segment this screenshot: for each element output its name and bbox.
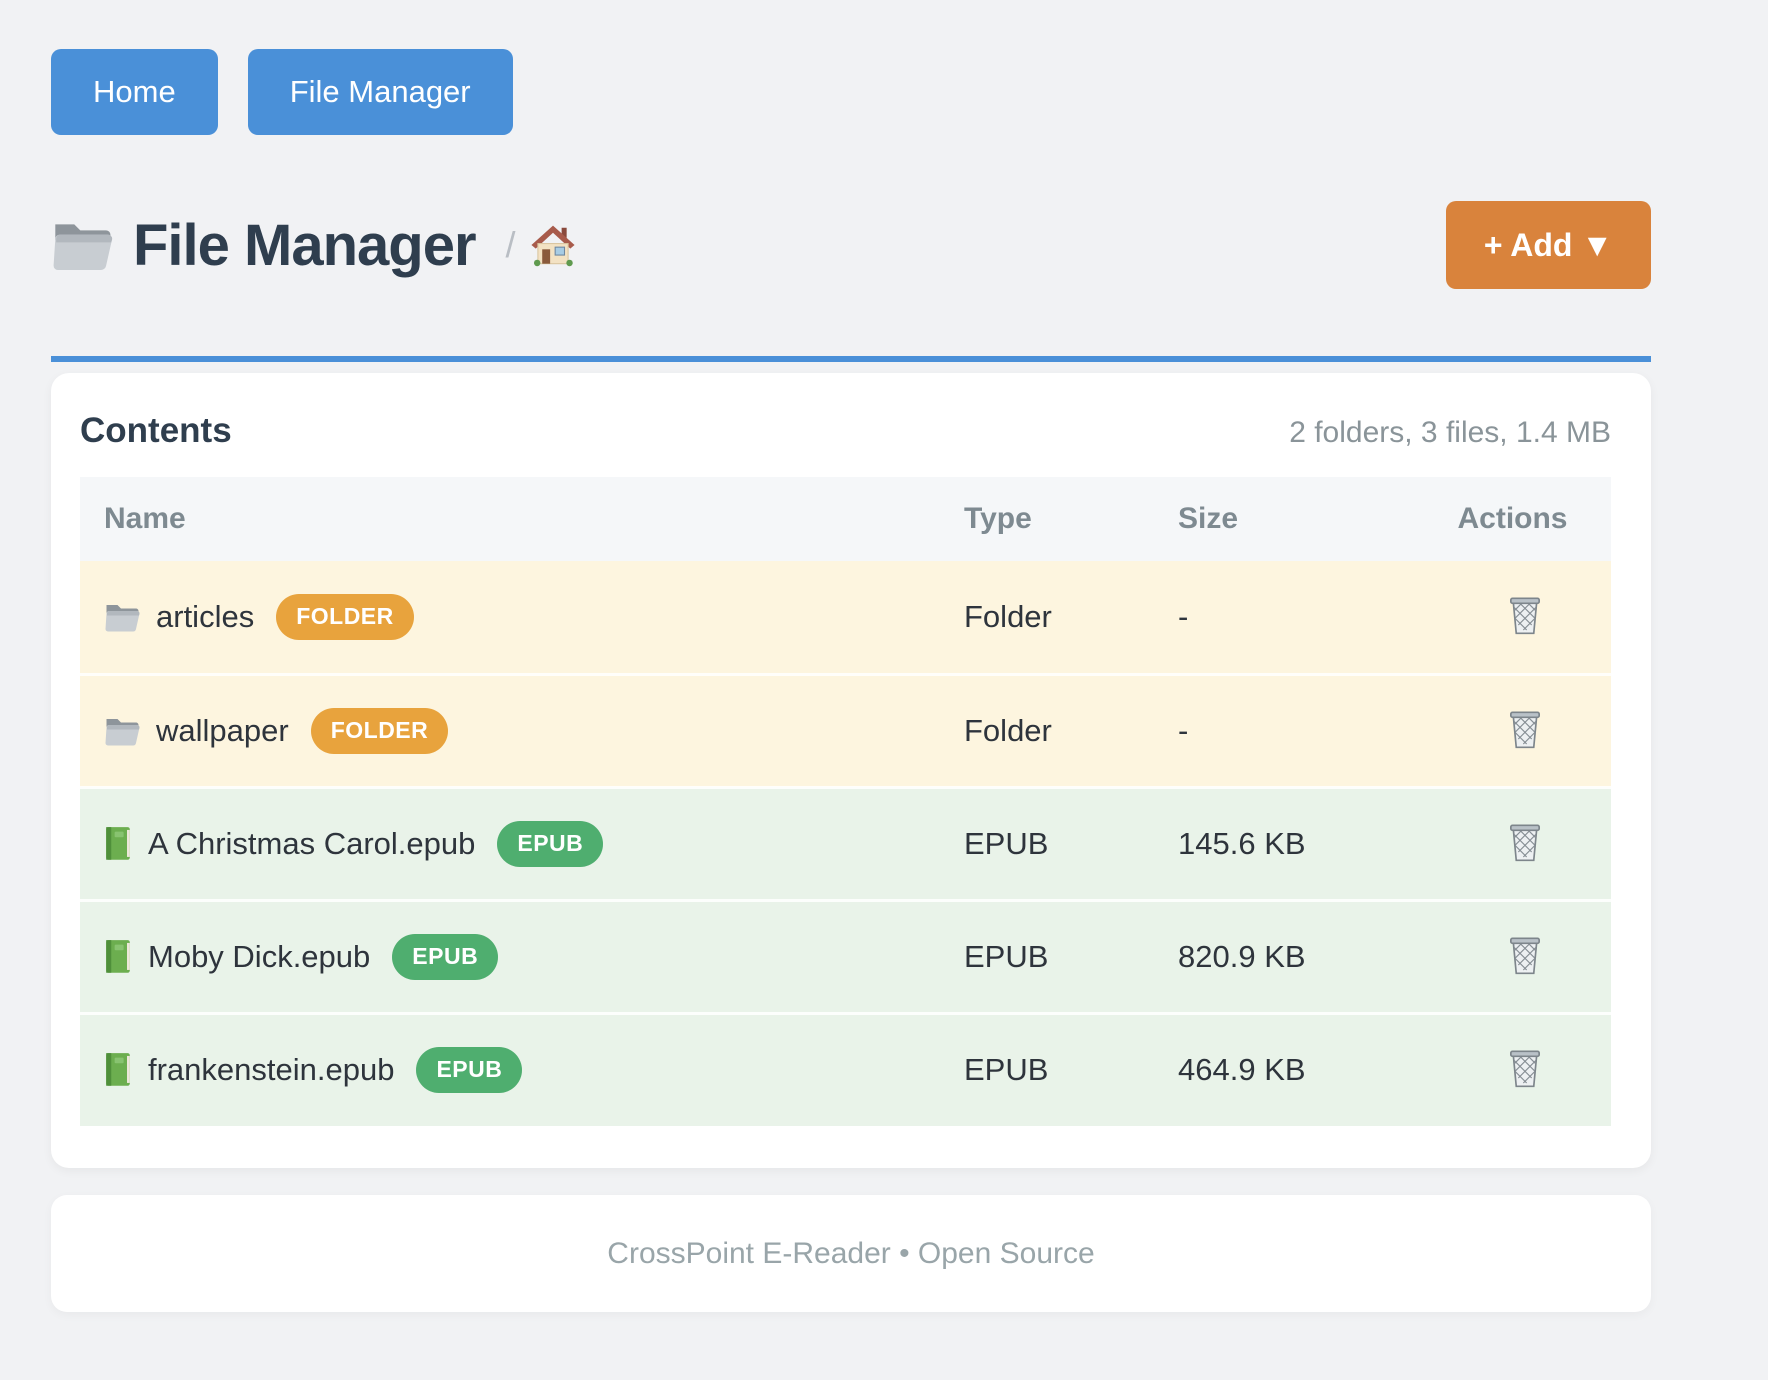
column-header-type: Type bbox=[940, 477, 1154, 561]
file-size-cell: 145.6 KB bbox=[1154, 785, 1414, 900]
file-type-cell: EPUB bbox=[940, 898, 1154, 1013]
trash-icon bbox=[1508, 1048, 1542, 1088]
column-header-name: Name bbox=[80, 477, 940, 561]
table-row: A Christmas Carol.epub EPUB EPUB 145.6 K… bbox=[80, 785, 1611, 900]
footer: CrossPoint E-Reader • Open Source bbox=[51, 1195, 1651, 1312]
trash-icon bbox=[1508, 709, 1542, 749]
footer-text: CrossPoint E-Reader • Open Source bbox=[607, 1236, 1095, 1270]
file-name-link[interactable]: articles bbox=[156, 598, 255, 634]
folder-icon bbox=[104, 714, 140, 748]
delete-button[interactable] bbox=[1504, 931, 1546, 979]
column-header-actions: Actions bbox=[1414, 477, 1611, 561]
file-type-badge: EPUB bbox=[416, 1047, 523, 1094]
file-size-cell: - bbox=[1154, 672, 1414, 787]
page-header: File Manager / + Add ▼ bbox=[51, 201, 1651, 289]
trash-icon bbox=[1508, 935, 1542, 975]
house-icon[interactable] bbox=[530, 223, 576, 267]
table-row: frankenstein.epub EPUB EPUB 464.9 KB bbox=[80, 1011, 1611, 1126]
table-row: Moby Dick.epub EPUB EPUB 820.9 KB bbox=[80, 898, 1611, 1013]
add-button[interactable]: + Add ▼ bbox=[1445, 201, 1651, 289]
page: Home File Manager File Manager / bbox=[51, 0, 1651, 1312]
file-type-cell: Folder bbox=[940, 672, 1154, 787]
contents-heading: Contents bbox=[80, 411, 232, 450]
table-row: articles FOLDER Folder - bbox=[80, 561, 1611, 674]
file-name-link[interactable]: Moby Dick.epub bbox=[148, 938, 371, 974]
file-size-cell: 820.9 KB bbox=[1154, 898, 1414, 1013]
top-nav: Home File Manager bbox=[51, 0, 1651, 135]
nav-file-manager-button[interactable]: File Manager bbox=[247, 49, 513, 135]
delete-button[interactable] bbox=[1504, 1044, 1546, 1092]
folder-icon bbox=[51, 217, 113, 273]
file-size-cell: 464.9 KB bbox=[1154, 1011, 1414, 1126]
table-header-row: Name Type Size Actions bbox=[80, 477, 1611, 561]
nav-home-button[interactable]: Home bbox=[51, 49, 218, 135]
contents-summary: 2 folders, 3 files, 1.4 MB bbox=[1289, 416, 1611, 449]
file-name-link[interactable]: A Christmas Carol.epub bbox=[148, 825, 476, 861]
delete-button[interactable] bbox=[1504, 591, 1546, 639]
file-type-badge: FOLDER bbox=[310, 707, 449, 754]
file-type-cell: EPUB bbox=[940, 785, 1154, 900]
column-header-size: Size bbox=[1154, 477, 1414, 561]
file-name-link[interactable]: frankenstein.epub bbox=[148, 1052, 395, 1088]
contents-card: Contents 2 folders, 3 files, 1.4 MB Name… bbox=[51, 373, 1651, 1168]
file-table-body: articles FOLDER Folder - bbox=[80, 561, 1611, 1126]
delete-button[interactable] bbox=[1504, 705, 1546, 753]
file-type-badge: EPUB bbox=[497, 820, 604, 867]
page-title: File Manager bbox=[133, 212, 477, 278]
breadcrumb: / bbox=[506, 223, 576, 267]
book-icon bbox=[104, 939, 132, 975]
trash-icon bbox=[1508, 595, 1542, 635]
header-divider bbox=[51, 356, 1651, 362]
file-table: Name Type Size Actions bbox=[80, 477, 1611, 1126]
file-size-cell: - bbox=[1154, 561, 1414, 674]
trash-icon bbox=[1508, 822, 1542, 862]
file-name-link[interactable]: wallpaper bbox=[156, 712, 289, 748]
book-icon bbox=[104, 826, 132, 862]
delete-button[interactable] bbox=[1504, 818, 1546, 866]
file-type-cell: EPUB bbox=[940, 1011, 1154, 1126]
table-row: wallpaper FOLDER Folder - bbox=[80, 672, 1611, 787]
file-type-badge: EPUB bbox=[392, 933, 499, 980]
file-type-badge: FOLDER bbox=[276, 593, 414, 640]
folder-icon bbox=[104, 600, 140, 634]
file-type-cell: Folder bbox=[940, 561, 1154, 674]
book-icon bbox=[104, 1052, 132, 1088]
breadcrumb-separator: / bbox=[505, 224, 516, 265]
